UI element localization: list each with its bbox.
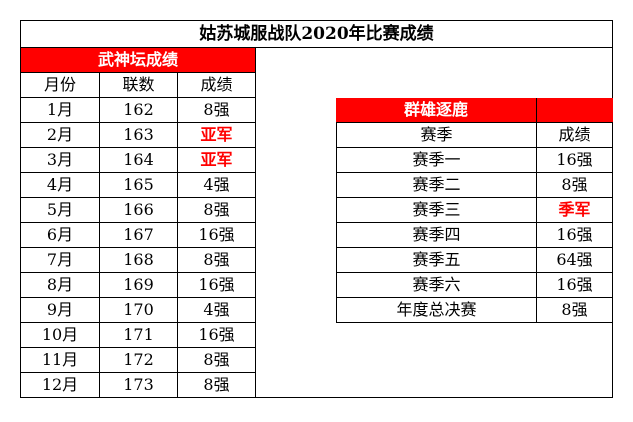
left-cell-result: 4强 — [177, 298, 256, 323]
left-cell-result: 亚军 — [177, 148, 256, 173]
left-cell-count: 165 — [99, 173, 177, 198]
left-cell-result: 8强 — [177, 248, 256, 273]
left-cell-result: 4强 — [177, 173, 256, 198]
left-column-header: 联数 — [99, 73, 177, 98]
gutter-block — [256, 98, 336, 323]
left-cell-month: 9月 — [20, 298, 99, 323]
left-cell-count: 166 — [99, 198, 177, 223]
left-cell-count: 173 — [99, 373, 177, 398]
left-cell-count: 169 — [99, 273, 177, 298]
right-table-header-blank — [536, 98, 613, 123]
right-cell-result: 64强 — [536, 248, 613, 273]
left-cell-month: 11月 — [20, 348, 99, 373]
right-cell-result: 8强 — [536, 173, 613, 198]
left-cell-count: 164 — [99, 148, 177, 173]
left-table-header: 武神坛成绩 — [20, 48, 256, 73]
right-cell-season: 赛季五 — [336, 248, 536, 273]
left-cell-result: 8强 — [177, 348, 256, 373]
left-cell-month: 6月 — [20, 223, 99, 248]
right-cell-season: 赛季三 — [336, 198, 536, 223]
left-cell-month: 7月 — [20, 248, 99, 273]
left-column-header: 月份 — [20, 73, 99, 98]
left-cell-count: 171 — [99, 323, 177, 348]
left-cell-count: 167 — [99, 223, 177, 248]
right-cell-result: 16强 — [536, 273, 613, 298]
right-cell-result: 季军 — [536, 198, 613, 223]
left-cell-result: 16强 — [177, 223, 256, 248]
left-cell-result: 亚军 — [177, 123, 256, 148]
left-cell-result: 8强 — [177, 98, 256, 123]
left-cell-count: 162 — [99, 98, 177, 123]
left-cell-month: 2月 — [20, 123, 99, 148]
results-sheet: 姑苏城服战队2020年比赛成绩 武神坛成绩 月份 联数 成绩 1月 162 8强 2月 163 亚… — [20, 20, 613, 402]
left-cell-result: 16强 — [177, 323, 256, 348]
left-cell-month: 5月 — [20, 198, 99, 223]
left-cell-month: 1月 — [20, 98, 99, 123]
right-cell-season: 赛季一 — [336, 148, 536, 173]
right-table-header: 群雄逐鹿 — [336, 98, 536, 123]
right-column-header: 赛季 — [336, 123, 536, 148]
right-cell-result: 16强 — [536, 148, 613, 173]
right-cell-result: 8强 — [536, 298, 613, 323]
left-cell-month: 3月 — [20, 148, 99, 173]
right-empty-block — [256, 48, 613, 98]
right-cell-season: 赛季四 — [336, 223, 536, 248]
left-cell-count: 172 — [99, 348, 177, 373]
left-cell-month: 8月 — [20, 273, 99, 298]
left-cell-month: 10月 — [20, 323, 99, 348]
right-cell-season: 年度总决赛 — [336, 298, 536, 323]
left-cell-result: 16强 — [177, 273, 256, 298]
left-cell-result: 8强 — [177, 373, 256, 398]
left-cell-count: 163 — [99, 123, 177, 148]
left-cell-month: 4月 — [20, 173, 99, 198]
left-cell-result: 8强 — [177, 198, 256, 223]
left-cell-count: 168 — [99, 248, 177, 273]
left-cell-count: 170 — [99, 298, 177, 323]
sheet-title: 姑苏城服战队2020年比赛成绩 — [20, 20, 613, 48]
right-cell-result: 16强 — [536, 223, 613, 248]
left-column-header: 成绩 — [177, 73, 256, 98]
right-column-header: 成绩 — [536, 123, 613, 148]
left-cell-month: 12月 — [20, 373, 99, 398]
right-cell-season: 赛季六 — [336, 273, 536, 298]
right-cell-season: 赛季二 — [336, 173, 536, 198]
right-empty-bottom — [256, 323, 613, 398]
